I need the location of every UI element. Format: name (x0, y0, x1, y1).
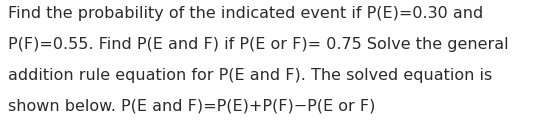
Text: P(F)=0.55. Find P(E and F) if P(E or F)= 0.75 Solve the general: P(F)=0.55. Find P(E and F) if P(E or F)=… (8, 37, 509, 52)
Text: shown below. P(E and F)=P(E)+P(F)−P(E or F): shown below. P(E and F)=P(E)+P(F)−P(E or… (8, 99, 376, 114)
Text: Find the probability of the indicated event if P(E)=0.30 and: Find the probability of the indicated ev… (8, 6, 484, 21)
Text: addition rule equation for P(E and F). The solved equation is: addition rule equation for P(E and F). T… (8, 68, 493, 83)
